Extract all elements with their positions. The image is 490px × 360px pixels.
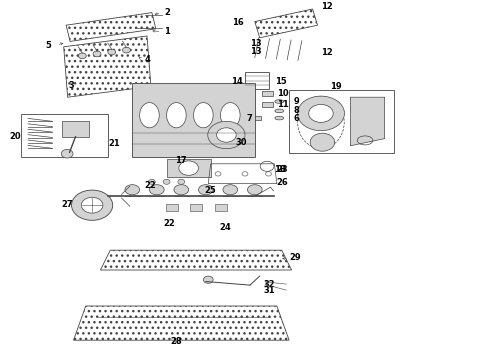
Text: 7: 7	[246, 113, 252, 122]
Text: 19: 19	[330, 82, 342, 91]
Text: 8: 8	[294, 107, 300, 115]
Text: 10: 10	[277, 89, 289, 98]
Circle shape	[310, 133, 335, 151]
Text: 5: 5	[46, 40, 51, 49]
Ellipse shape	[220, 103, 240, 128]
Circle shape	[163, 179, 170, 184]
Circle shape	[78, 53, 86, 59]
Ellipse shape	[174, 185, 189, 195]
Polygon shape	[64, 36, 151, 97]
Polygon shape	[66, 13, 156, 41]
Text: 24: 24	[220, 223, 231, 232]
Ellipse shape	[125, 185, 140, 195]
Bar	[289, 90, 394, 153]
Text: 15: 15	[275, 77, 287, 85]
Ellipse shape	[140, 103, 159, 128]
Polygon shape	[100, 250, 292, 270]
Bar	[62, 121, 89, 137]
Bar	[190, 204, 202, 211]
Text: 2: 2	[164, 8, 170, 17]
Text: 28: 28	[171, 338, 182, 346]
Text: 11: 11	[277, 100, 289, 109]
Circle shape	[61, 149, 73, 158]
Bar	[215, 204, 227, 211]
Text: 20: 20	[9, 132, 21, 140]
Circle shape	[93, 51, 101, 57]
Circle shape	[297, 96, 344, 131]
Ellipse shape	[275, 100, 284, 103]
Text: 14: 14	[231, 77, 243, 85]
Ellipse shape	[198, 185, 213, 195]
Text: 16: 16	[232, 18, 244, 27]
Ellipse shape	[149, 185, 164, 195]
Circle shape	[148, 179, 155, 184]
Ellipse shape	[223, 185, 238, 195]
Ellipse shape	[247, 185, 262, 195]
Text: 13: 13	[250, 46, 262, 55]
Bar	[250, 116, 261, 120]
Text: 12: 12	[321, 2, 333, 11]
Circle shape	[72, 190, 113, 220]
Circle shape	[108, 49, 116, 55]
Text: 30: 30	[235, 138, 246, 147]
Text: 18: 18	[274, 165, 286, 174]
Ellipse shape	[194, 103, 213, 128]
Text: 13: 13	[250, 39, 262, 48]
Circle shape	[208, 121, 245, 149]
Circle shape	[81, 197, 103, 213]
Text: 25: 25	[205, 186, 217, 194]
Circle shape	[178, 179, 185, 184]
Text: 4: 4	[145, 55, 150, 64]
Text: 3: 3	[69, 81, 74, 90]
Bar	[262, 91, 273, 96]
Text: 27: 27	[61, 200, 73, 209]
Circle shape	[217, 128, 236, 142]
Text: 12: 12	[321, 48, 333, 57]
Text: 9: 9	[294, 97, 300, 106]
Polygon shape	[167, 159, 211, 177]
Circle shape	[179, 161, 198, 175]
Bar	[166, 204, 178, 211]
Text: 6: 6	[294, 113, 300, 122]
Text: 26: 26	[277, 177, 289, 186]
Text: 22: 22	[164, 219, 175, 228]
Text: 29: 29	[289, 253, 301, 262]
Bar	[262, 102, 273, 107]
Text: 31: 31	[264, 287, 275, 295]
Polygon shape	[74, 306, 289, 340]
Text: 21: 21	[109, 139, 121, 148]
Text: 32: 32	[264, 280, 275, 289]
Ellipse shape	[275, 116, 284, 120]
Polygon shape	[132, 83, 255, 157]
Text: 23: 23	[277, 165, 289, 174]
Circle shape	[203, 276, 213, 283]
Text: 1: 1	[164, 27, 170, 36]
Text: 22: 22	[144, 181, 156, 190]
Ellipse shape	[275, 109, 284, 113]
Bar	[21, 114, 108, 157]
Circle shape	[309, 104, 333, 122]
Ellipse shape	[167, 103, 186, 128]
Polygon shape	[350, 97, 385, 146]
Text: 17: 17	[174, 156, 186, 165]
Circle shape	[122, 47, 130, 53]
Polygon shape	[255, 9, 318, 38]
